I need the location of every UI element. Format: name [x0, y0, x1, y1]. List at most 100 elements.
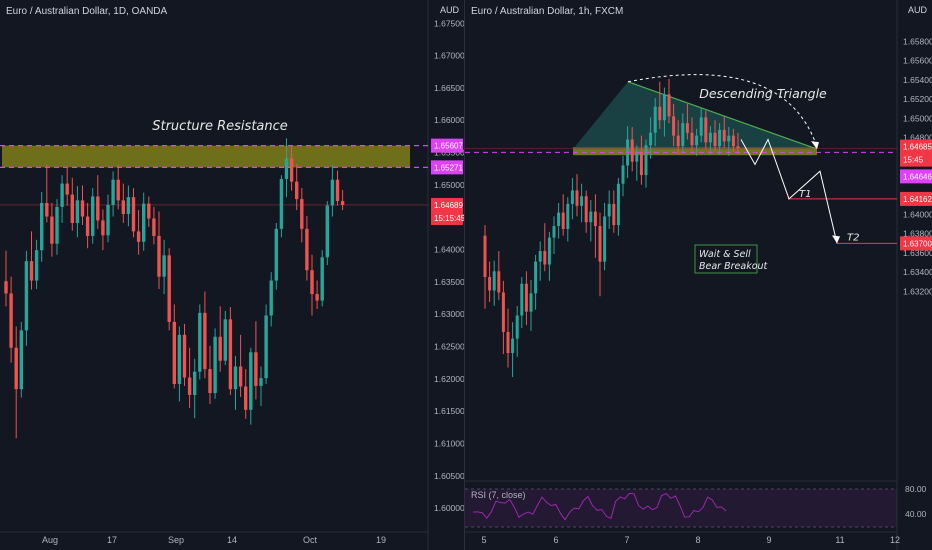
- left-candle: [310, 254, 314, 316]
- left-candle-body: [228, 319, 233, 390]
- left-candle-body: [96, 196, 100, 221]
- left-candle-body: [208, 369, 212, 394]
- left-candle: [193, 358, 197, 419]
- right-candle-body: [589, 211, 593, 223]
- right-rsi-tick: 40.00: [905, 509, 927, 519]
- right-candle-body: [538, 251, 542, 262]
- right-support-zone: [573, 147, 817, 156]
- left-candle: [157, 211, 161, 289]
- right-candle: [488, 261, 492, 303]
- right-chart-svg: 1.632001.634001.636001.638001.640001.642…: [465, 0, 932, 550]
- left-candle-body: [4, 281, 8, 294]
- right-candle: [557, 202, 561, 239]
- right-x-tick: 12: [890, 535, 900, 545]
- left-candle-body: [24, 261, 29, 331]
- right-x-tick: 9: [766, 535, 771, 545]
- pane-divider[interactable]: [464, 0, 465, 550]
- right-candle-body: [552, 226, 556, 238]
- right-candle-body: [649, 132, 653, 146]
- right-candle: [676, 120, 680, 155]
- left-candle: [284, 138, 289, 198]
- left-price-tag-text: 15:15:45: [434, 214, 464, 223]
- left-candle: [126, 185, 131, 227]
- right-x-tick: 7: [624, 535, 629, 545]
- left-candle-body: [310, 270, 314, 295]
- left-candle: [208, 345, 212, 405]
- right-candle: [672, 103, 676, 147]
- left-y-tick: 1.64000: [434, 245, 464, 255]
- right-candle: [575, 174, 579, 217]
- right-candle: [566, 197, 570, 242]
- left-price-tag: [431, 160, 463, 175]
- right-candle-body: [653, 106, 657, 133]
- left-structure-resistance-label: Structure Resistance: [152, 119, 288, 134]
- left-candle: [106, 194, 110, 243]
- right-candle: [699, 107, 703, 143]
- left-candle: [279, 175, 284, 238]
- right-candle-body: [644, 145, 648, 176]
- left-candle-body: [136, 231, 141, 242]
- left-candle-body: [121, 200, 125, 214]
- left-candle-body: [29, 261, 34, 281]
- left-price-tag-text: 1.65607: [434, 142, 463, 151]
- left-candle-body: [131, 197, 136, 232]
- right-candle-body: [685, 123, 689, 133]
- right-descending-triangle: [573, 81, 817, 150]
- right-chart-title: Euro / Australian Dollar, 1h, FXCM: [471, 6, 624, 17]
- left-candle: [300, 188, 304, 243]
- right-candle: [662, 87, 666, 137]
- left-candle: [147, 196, 151, 227]
- right-candle-body: [598, 226, 602, 262]
- left-chart-pane[interactable]: 1.60000 1.60500 1.61000 1.61500 1.62000 1.625…: [0, 0, 464, 550]
- right-candle: [547, 231, 551, 281]
- right-candle: [552, 216, 556, 254]
- left-plot-area: [0, 0, 428, 532]
- left-candle: [330, 164, 335, 217]
- left-x-tick: Oct: [303, 535, 318, 545]
- right-candle: [653, 98, 657, 147]
- right-rsi-label: RSI (7, close): [471, 490, 526, 500]
- left-candle: [218, 306, 222, 372]
- right-candle: [607, 190, 611, 229]
- right-candle: [497, 251, 501, 301]
- right-candle-body: [658, 106, 662, 121]
- left-candle-body: [34, 250, 39, 281]
- left-candle-body: [50, 216, 54, 244]
- right-candle-body: [662, 94, 666, 121]
- left-candle-body: [85, 216, 90, 236]
- right-candle: [621, 155, 625, 197]
- right-candle-body: [524, 283, 528, 312]
- left-candle-body: [305, 228, 309, 271]
- right-projection-path: [740, 138, 838, 244]
- left-candle: [305, 215, 309, 281]
- left-candle: [142, 192, 146, 251]
- right-candle-body: [690, 132, 694, 146]
- left-candle: [264, 304, 268, 384]
- left-y-tick: 1.65000: [434, 180, 464, 190]
- right-chart-pane[interactable]: 1.632001.634001.636001.638001.640001.642…: [465, 0, 932, 550]
- left-candle: [233, 356, 238, 410]
- right-candle-body: [731, 135, 735, 147]
- left-candle: [259, 366, 263, 406]
- left-y-tick: 1.60000: [434, 503, 464, 513]
- left-candle-body: [19, 330, 23, 390]
- right-candle-body: [584, 196, 588, 223]
- right-candle-body: [607, 203, 611, 217]
- right-price-tag-text: 1.64646: [903, 172, 932, 181]
- right-candle: [635, 145, 639, 181]
- right-candle-body: [727, 135, 731, 142]
- right-candle-body: [593, 211, 597, 227]
- left-candle: [131, 188, 136, 238]
- right-candle: [616, 177, 620, 236]
- right-candle: [685, 103, 689, 140]
- left-candle: [19, 321, 23, 398]
- left-candle-body: [60, 183, 64, 207]
- left-candle: [315, 280, 319, 309]
- right-candle: [483, 225, 487, 309]
- left-candle: [249, 347, 253, 425]
- left-candle-body: [340, 201, 345, 205]
- left-candle: [111, 171, 115, 217]
- left-candle: [101, 209, 105, 251]
- right-candle-body: [621, 165, 625, 184]
- left-candle-body: [244, 386, 248, 410]
